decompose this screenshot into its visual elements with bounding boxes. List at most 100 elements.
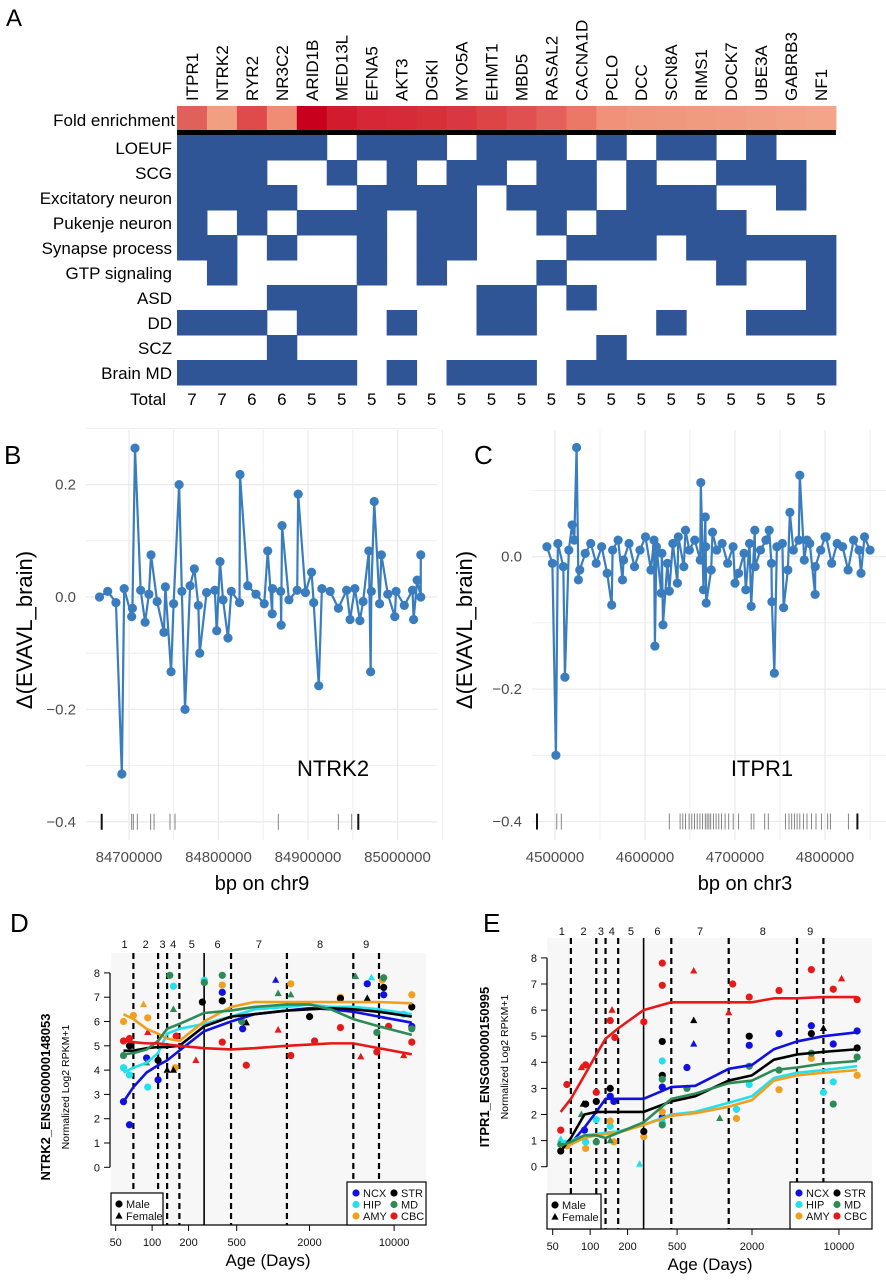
data-point bbox=[366, 667, 376, 677]
y-tick-label: 8 bbox=[531, 953, 537, 965]
male-point bbox=[408, 1038, 416, 1046]
y-tick-label: 7 bbox=[94, 992, 100, 1004]
x-tick-label: 85000000 bbox=[364, 849, 431, 866]
data-point bbox=[189, 564, 199, 574]
heatmap-cell-on bbox=[206, 185, 238, 211]
heatmap-cell-on bbox=[206, 310, 238, 336]
data-point bbox=[723, 558, 733, 568]
period-label: 6 bbox=[215, 939, 221, 951]
heatmap-cell-on bbox=[236, 160, 268, 186]
female-point bbox=[690, 966, 698, 974]
female-point bbox=[351, 972, 360, 980]
data-point bbox=[586, 538, 596, 549]
heatmap-cell-on bbox=[206, 160, 238, 186]
male-point bbox=[166, 971, 174, 979]
heatmap-cell-on bbox=[566, 285, 597, 311]
y-tick-label: 7 bbox=[531, 979, 537, 991]
data-point bbox=[355, 616, 365, 626]
heatmap-cell-on bbox=[746, 160, 777, 186]
heatmap-cell-on bbox=[536, 160, 567, 186]
data-point bbox=[575, 565, 585, 575]
heatmap-cell-on bbox=[656, 210, 687, 236]
male-point bbox=[732, 1114, 741, 1123]
y-tick-label: −0.4 bbox=[492, 814, 522, 831]
period-label: 4 bbox=[609, 926, 615, 938]
heatmap-cell-on bbox=[626, 185, 657, 211]
heatmap-cell-on bbox=[805, 285, 837, 311]
data-point bbox=[251, 589, 261, 599]
data-point bbox=[407, 585, 418, 595]
tissue-legend-icon bbox=[352, 1200, 360, 1209]
plot-background bbox=[547, 938, 872, 1229]
total-value: 5 bbox=[726, 390, 735, 409]
heatmap-cell-on bbox=[296, 310, 328, 336]
data-point bbox=[390, 612, 400, 622]
data-point bbox=[152, 596, 162, 607]
data-point bbox=[766, 558, 777, 568]
heatmap-cell-on bbox=[536, 185, 567, 211]
x-tick-label: 4500000 bbox=[526, 849, 584, 866]
male-point bbox=[829, 985, 837, 993]
y-tick-label: 3 bbox=[94, 1089, 100, 1101]
data-point bbox=[856, 568, 866, 578]
x-tick-label: 50 bbox=[110, 1237, 122, 1249]
heatmap-cell-on bbox=[596, 210, 627, 236]
male-point bbox=[582, 1144, 590, 1153]
data-point bbox=[572, 442, 582, 453]
x-tick-label: 84700000 bbox=[96, 849, 163, 866]
y-tick-label: 5 bbox=[94, 1041, 100, 1053]
period-label: 7 bbox=[697, 926, 703, 938]
data-point bbox=[234, 598, 245, 608]
sex-legend-box bbox=[546, 1193, 602, 1230]
male-point bbox=[775, 986, 783, 995]
fold-enrichment-cell bbox=[416, 106, 448, 130]
period-label: 2 bbox=[581, 926, 587, 938]
tissue-legend-icon bbox=[833, 1189, 841, 1197]
female-point bbox=[608, 1006, 616, 1013]
total-value: 5 bbox=[427, 390, 436, 409]
female-point bbox=[690, 1040, 698, 1047]
heatmap-cell-on bbox=[776, 160, 807, 186]
heatmap-cell-on bbox=[566, 185, 597, 211]
heatmap-panel-a: ITPR1 NTRK2 RYR2 NR3C2 ARID1B MED13L EFNA5 AKT3… bbox=[40, 20, 837, 409]
female-point bbox=[716, 1114, 724, 1122]
male-point bbox=[853, 1053, 861, 1061]
data-point bbox=[746, 601, 756, 611]
heatmap-cell-on bbox=[326, 210, 358, 236]
data-point bbox=[761, 535, 771, 545]
data-point bbox=[130, 443, 140, 453]
heatmap-cell-on bbox=[236, 185, 268, 211]
heatmap-cell-on bbox=[296, 135, 328, 161]
tissue-legend-icon bbox=[390, 1189, 398, 1197]
heatmap-cell-on bbox=[236, 360, 268, 386]
gene-label: ITPR1 bbox=[183, 53, 202, 101]
data-point bbox=[695, 555, 705, 565]
male-point bbox=[336, 1023, 345, 1032]
data-point bbox=[542, 542, 552, 552]
data-point bbox=[664, 586, 674, 596]
male-point bbox=[775, 1029, 783, 1038]
tissue-legend-icon bbox=[833, 1212, 841, 1220]
male-point bbox=[745, 993, 753, 1001]
heatmap-cell-on bbox=[716, 160, 747, 186]
y-tick-label: 2 bbox=[94, 1114, 100, 1126]
tissue-legend-box bbox=[789, 1181, 873, 1230]
data-point bbox=[646, 565, 656, 575]
x-tick-label: 84900000 bbox=[275, 849, 342, 866]
heatmap-cell-on bbox=[506, 135, 537, 161]
heatmap-cell-on bbox=[266, 285, 298, 311]
total-value: 5 bbox=[547, 390, 556, 409]
gene-label: UBE3A bbox=[752, 45, 771, 101]
period-label: 8 bbox=[760, 926, 766, 938]
data-point bbox=[547, 558, 557, 568]
data-point bbox=[226, 586, 236, 596]
gene-label: CACNA1D bbox=[572, 20, 591, 101]
heatmap-cell-on bbox=[386, 185, 418, 211]
fold-enrichment-cell bbox=[656, 106, 687, 130]
data-point bbox=[111, 598, 121, 608]
female-point bbox=[274, 989, 282, 997]
heatmap-cell-on bbox=[566, 360, 597, 386]
data-point bbox=[769, 668, 779, 678]
tissue-legend-box bbox=[346, 1181, 427, 1226]
